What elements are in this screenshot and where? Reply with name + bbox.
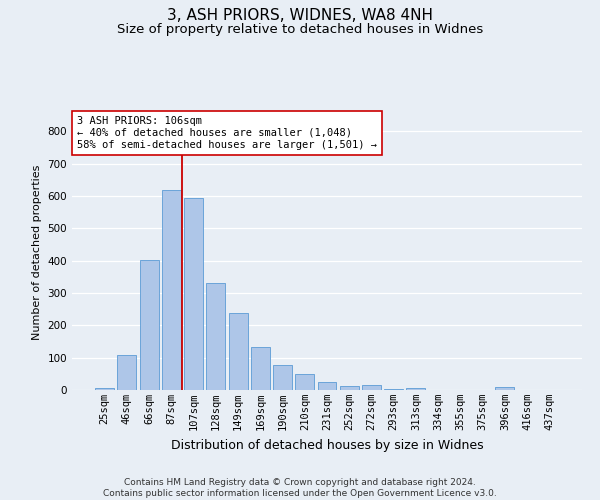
Bar xyxy=(229,314,248,390)
Bar xyxy=(295,374,314,390)
Bar xyxy=(496,388,514,390)
Bar xyxy=(362,385,381,390)
Bar xyxy=(162,190,181,390)
Bar xyxy=(95,388,114,390)
Bar xyxy=(251,348,270,390)
Text: 3, ASH PRIORS, WIDNES, WA8 4NH: 3, ASH PRIORS, WIDNES, WA8 4NH xyxy=(167,8,433,22)
Text: 3 ASH PRIORS: 106sqm
← 40% of detached houses are smaller (1,048)
58% of semi-de: 3 ASH PRIORS: 106sqm ← 40% of detached h… xyxy=(77,116,377,150)
Bar xyxy=(273,365,292,390)
Bar xyxy=(140,260,158,390)
X-axis label: Distribution of detached houses by size in Widnes: Distribution of detached houses by size … xyxy=(170,438,484,452)
Bar xyxy=(340,386,359,390)
Bar xyxy=(384,388,403,390)
Bar xyxy=(206,283,225,390)
Bar xyxy=(317,382,337,390)
Bar xyxy=(184,198,203,390)
Text: Size of property relative to detached houses in Widnes: Size of property relative to detached ho… xyxy=(117,22,483,36)
Y-axis label: Number of detached properties: Number of detached properties xyxy=(32,165,42,340)
Bar xyxy=(406,388,425,390)
Bar xyxy=(118,356,136,390)
Text: Contains HM Land Registry data © Crown copyright and database right 2024.
Contai: Contains HM Land Registry data © Crown c… xyxy=(103,478,497,498)
